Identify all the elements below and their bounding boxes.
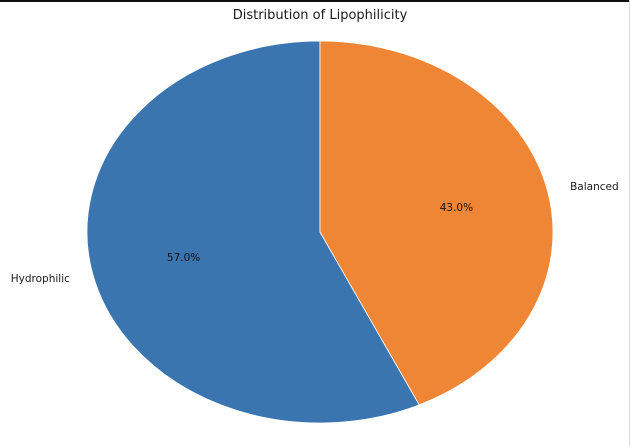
pie-slices [86, 40, 554, 424]
slice-percent-hydrophilic: 57.0% [167, 252, 200, 264]
slice-label-hydrophilic: Hydrophilic [11, 273, 70, 285]
pie-slice-balanced [319, 40, 554, 406]
top-border [0, 0, 630, 2]
chart-title: Distribution of Lipophilicity [233, 8, 408, 23]
pie-labels: Hydrophilic 57.0% Balanced 43.0% [11, 181, 619, 285]
slice-label-balanced: Balanced [570, 181, 619, 193]
pie-slice-hydrophilic [86, 40, 420, 424]
slice-percent-balanced: 43.0% [440, 202, 473, 214]
